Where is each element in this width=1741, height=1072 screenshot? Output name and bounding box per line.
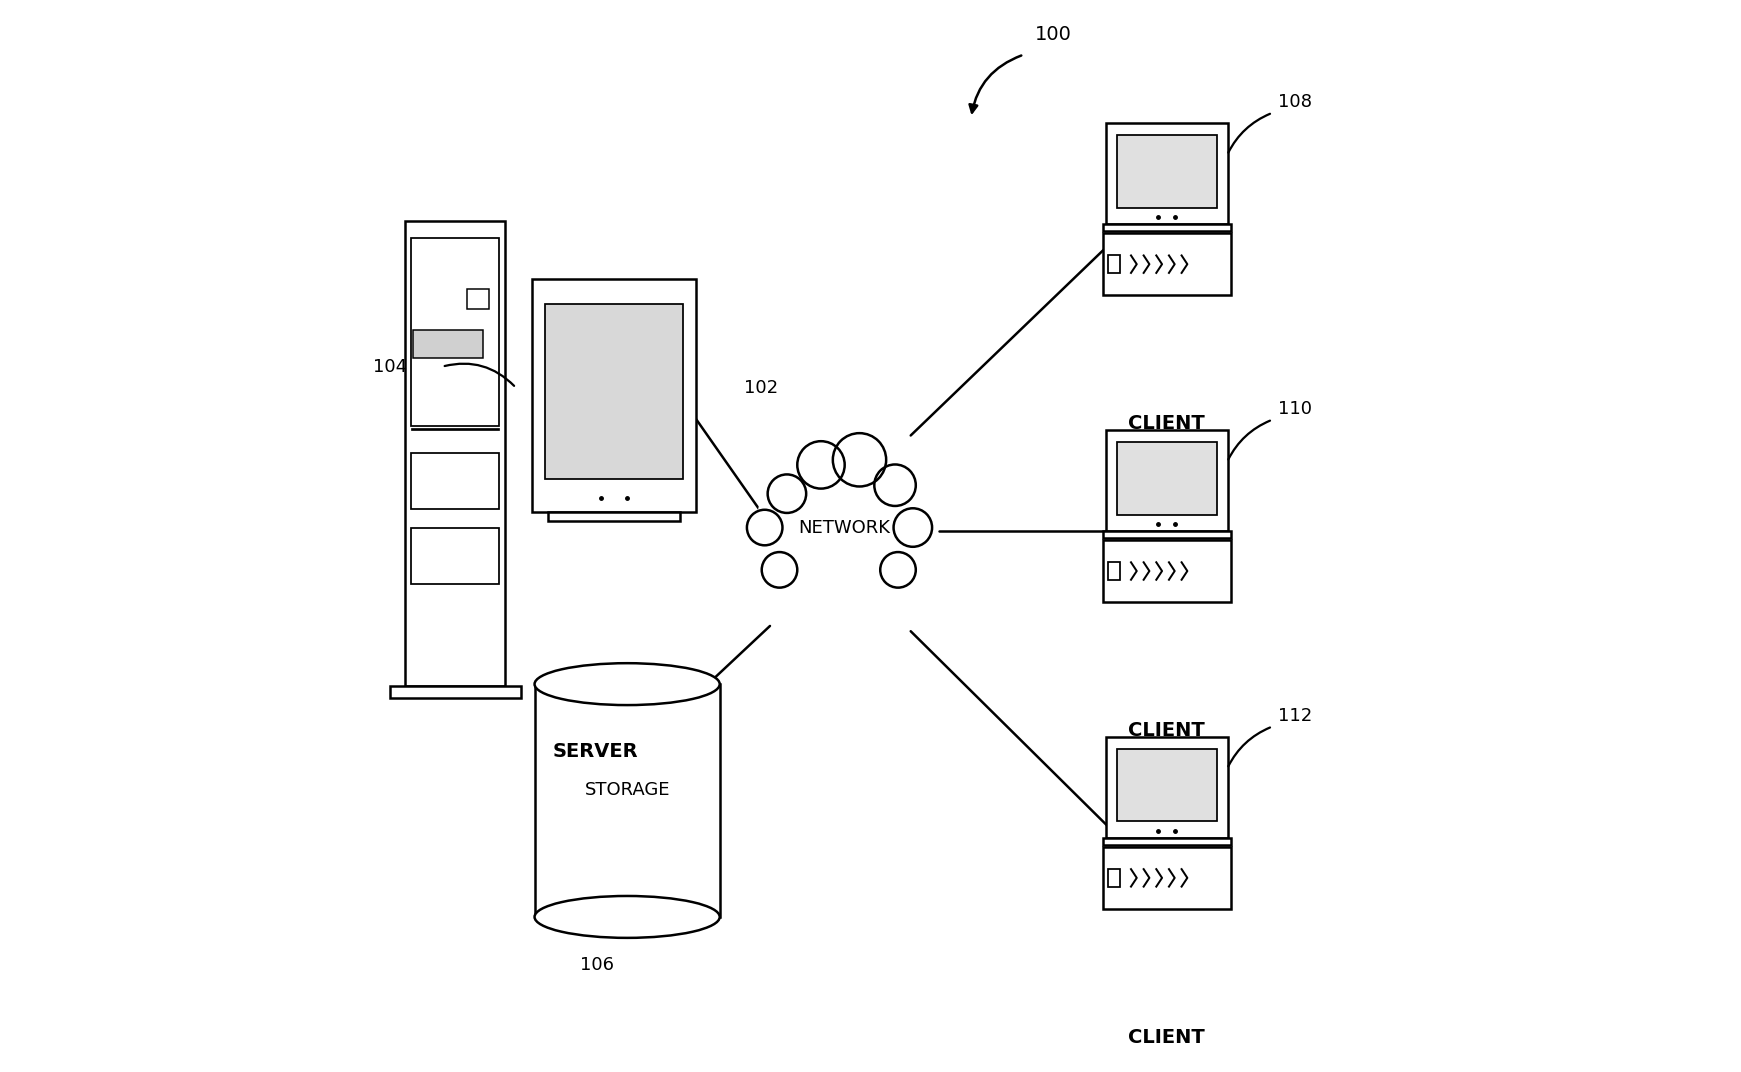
Circle shape <box>768 475 806 512</box>
FancyBboxPatch shape <box>411 428 500 430</box>
FancyBboxPatch shape <box>1102 531 1231 538</box>
Text: 110: 110 <box>1278 400 1313 418</box>
FancyBboxPatch shape <box>413 329 484 358</box>
Text: 102: 102 <box>743 379 778 397</box>
FancyBboxPatch shape <box>1107 869 1119 887</box>
Circle shape <box>763 552 797 587</box>
FancyBboxPatch shape <box>1106 123 1227 224</box>
FancyBboxPatch shape <box>548 511 679 521</box>
FancyBboxPatch shape <box>533 279 696 511</box>
FancyBboxPatch shape <box>467 288 489 309</box>
FancyBboxPatch shape <box>1107 255 1119 273</box>
Text: 112: 112 <box>1278 708 1313 725</box>
Text: 108: 108 <box>1278 93 1313 111</box>
Circle shape <box>881 552 916 587</box>
FancyBboxPatch shape <box>1106 738 1227 837</box>
FancyBboxPatch shape <box>1118 749 1217 821</box>
FancyBboxPatch shape <box>545 304 682 479</box>
FancyBboxPatch shape <box>411 238 500 426</box>
FancyBboxPatch shape <box>534 684 719 917</box>
FancyBboxPatch shape <box>1118 135 1217 208</box>
Text: CLIENT: CLIENT <box>1128 721 1205 740</box>
FancyBboxPatch shape <box>1118 443 1217 515</box>
FancyBboxPatch shape <box>1102 233 1231 295</box>
FancyBboxPatch shape <box>1102 224 1231 230</box>
Circle shape <box>747 510 782 546</box>
FancyBboxPatch shape <box>406 221 505 686</box>
Text: NETWORK: NETWORK <box>797 519 890 536</box>
Text: STORAGE: STORAGE <box>585 780 670 799</box>
Text: 106: 106 <box>580 956 613 973</box>
Circle shape <box>797 442 844 489</box>
Ellipse shape <box>534 664 719 705</box>
Circle shape <box>893 508 931 547</box>
Circle shape <box>832 433 886 487</box>
FancyBboxPatch shape <box>1102 847 1231 909</box>
Text: CLIENT: CLIENT <box>1128 414 1205 433</box>
FancyBboxPatch shape <box>390 686 521 698</box>
Text: SERVER: SERVER <box>552 742 639 761</box>
Ellipse shape <box>757 451 921 586</box>
FancyBboxPatch shape <box>1106 430 1227 531</box>
Circle shape <box>874 464 916 506</box>
Text: CLIENT: CLIENT <box>1128 1028 1205 1047</box>
Ellipse shape <box>534 896 719 938</box>
Text: 100: 100 <box>1034 25 1071 44</box>
FancyBboxPatch shape <box>411 453 500 509</box>
FancyBboxPatch shape <box>1102 837 1231 845</box>
FancyBboxPatch shape <box>1102 540 1231 602</box>
FancyBboxPatch shape <box>411 527 500 584</box>
Text: 104: 104 <box>373 358 407 376</box>
FancyBboxPatch shape <box>1107 563 1119 580</box>
